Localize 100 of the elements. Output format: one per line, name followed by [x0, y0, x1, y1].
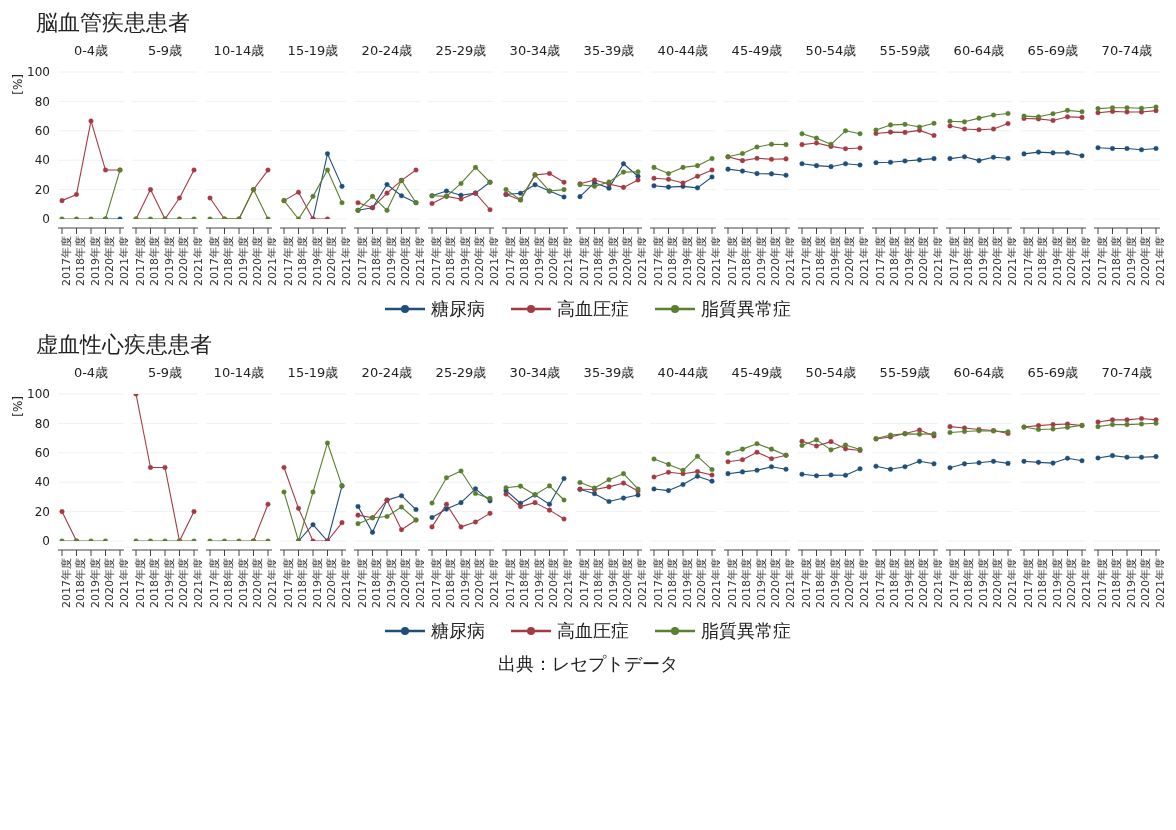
x-tick-label: 2020年度	[769, 236, 783, 286]
x-tick-label: 2017年度	[355, 558, 369, 608]
x-tick-label: 2018年度	[518, 236, 532, 286]
chart-title: 40-44歳	[656, 364, 710, 382]
x-tick-label: 2019年度	[976, 558, 990, 608]
x-tick-label: 2017年度	[577, 558, 591, 608]
y-tick-label: 60	[34, 124, 50, 139]
x-tick-label: 2018年度	[1110, 236, 1124, 286]
x-tick-label: 2020年度	[917, 236, 931, 286]
chart-title: 5-9歳	[146, 42, 184, 60]
chart-title: 45-49歳	[730, 42, 784, 60]
x-tick-label: 2017年度	[873, 236, 887, 286]
x-tick-label: 2019年度	[458, 236, 472, 286]
x-tick-label: 2020年度	[473, 236, 487, 286]
y-tick-label: 0	[42, 212, 50, 227]
x-tick-label: 2018年度	[666, 558, 680, 608]
x-tick-label: 2018年度	[592, 558, 606, 608]
x-tick-label: 2020年度	[177, 558, 191, 608]
x-tick-label: 2019年度	[828, 236, 842, 286]
x-tick-label: 2017年度	[947, 236, 961, 286]
x-tick-label: 2018年度	[296, 236, 310, 286]
y-tick-label: 80	[34, 416, 50, 431]
source-note: 出典：レセプトデータ	[497, 652, 679, 676]
chart-title: 25-29歳	[434, 42, 488, 60]
chart-title: 55-59歳	[878, 364, 932, 382]
x-tick-label: 2017年度	[133, 558, 147, 608]
x-tick-label: 2019年度	[458, 558, 472, 608]
x-tick-label: 2019年度	[754, 236, 768, 286]
x-tick-label: 2019年度	[606, 236, 620, 286]
x-tick-label: 2018年度	[444, 236, 458, 286]
chart-title: 10-14歳	[212, 364, 266, 382]
x-tick-label: 2020年度	[177, 236, 191, 286]
text: 脳血管疾患患者	[36, 10, 190, 35]
x-tick-label: 2019年度	[902, 558, 916, 608]
x-tick-label: 2017年度	[1021, 236, 1035, 286]
y-tick-label: 100	[27, 65, 50, 80]
x-tick-label: 2018年度	[518, 558, 532, 608]
x-tick-label: 2019年度	[162, 558, 176, 608]
y-axis-title: [%]	[11, 74, 25, 95]
y-tick-label: 20	[34, 504, 50, 519]
x-tick-label: 2020年度	[547, 558, 561, 608]
x-tick-label: 2017年度	[799, 558, 813, 608]
x-tick-label: 2017年度	[577, 236, 591, 286]
x-tick-label: 2019年度	[902, 236, 916, 286]
x-tick-label: 2020年度	[991, 236, 1005, 286]
chart-title: 0-4歳	[72, 42, 110, 60]
x-tick-label: 2018年度	[888, 236, 902, 286]
x-tick-label: 2017年度	[725, 236, 739, 286]
chart-title: 15-19歳	[286, 364, 340, 382]
x-tick-label: 2019年度	[680, 236, 694, 286]
legend-label: 高血圧症	[556, 619, 629, 643]
legend-label: 糖尿病	[430, 297, 485, 321]
x-tick-label: 2017年度	[799, 236, 813, 286]
x-tick-label: 2018年度	[148, 558, 162, 608]
chart-title: 60-64歳	[952, 42, 1006, 60]
legend-label: 高血圧症	[556, 297, 629, 321]
chart-title: 65-69歳	[1026, 364, 1080, 382]
chart-title: 10-14歳	[212, 42, 266, 60]
x-tick-label: 2020年度	[399, 236, 413, 286]
x-tick-label: 2018年度	[222, 558, 236, 608]
legend-label: 脂質異常症	[700, 619, 791, 643]
x-tick-label: 2020年度	[103, 236, 117, 286]
x-tick-label: 2020年度	[251, 236, 265, 286]
x-tick-label: 2017年度	[503, 236, 517, 286]
y-axis-title: [%]	[11, 396, 25, 417]
x-tick-label: 2017年度	[281, 236, 295, 286]
x-tick-label: 2017年度	[59, 558, 73, 608]
x-tick-label: 2017年度	[429, 558, 443, 608]
text: 虚血性心疾患患者	[36, 332, 212, 357]
x-tick-label: 2017年度	[1095, 236, 1109, 286]
x-tick-label: 2019年度	[384, 558, 398, 608]
x-tick-label: 2019年度	[1050, 236, 1064, 286]
chart-title: 30-34歳	[508, 42, 562, 60]
x-tick-label: 2019年度	[88, 558, 102, 608]
x-tick-label: 2020年度	[621, 236, 635, 286]
x-tick-label: 2017年度	[651, 236, 665, 286]
x-tick-label: 2019年度	[754, 558, 768, 608]
x-tick-label: 2020年度	[843, 558, 857, 608]
x-tick-label: 2017年度	[873, 558, 887, 608]
chart-title: 65-69歳	[1026, 42, 1080, 60]
x-tick-label: 2017年度	[59, 236, 73, 286]
chart-title: 60-64歳	[952, 364, 1006, 382]
x-tick-label: 2017年度	[503, 558, 517, 608]
x-tick-label: 2019年度	[236, 558, 250, 608]
x-tick-label: 2017年度	[281, 558, 295, 608]
x-tick-label: 2019年度	[384, 236, 398, 286]
x-tick-label: 2019年度	[1124, 558, 1138, 608]
x-tick-label: 2019年度	[532, 558, 546, 608]
x-tick-label: 2019年度	[236, 236, 250, 286]
x-tick-label: 2018年度	[222, 236, 236, 286]
x-tick-label: 2017年度	[1021, 558, 1035, 608]
x-tick-label: 2017年度	[133, 236, 147, 286]
x-tick-label: 2020年度	[769, 558, 783, 608]
x-tick-label: 2018年度	[74, 236, 88, 286]
x-tick-label: 2018年度	[1036, 558, 1050, 608]
chart-title: 70-74歳	[1100, 42, 1154, 60]
x-tick-label: 2017年度	[725, 558, 739, 608]
x-tick-label: 2019年度	[606, 558, 620, 608]
x-tick-label: 2020年度	[621, 558, 635, 608]
y-tick-label: 40	[34, 475, 50, 490]
